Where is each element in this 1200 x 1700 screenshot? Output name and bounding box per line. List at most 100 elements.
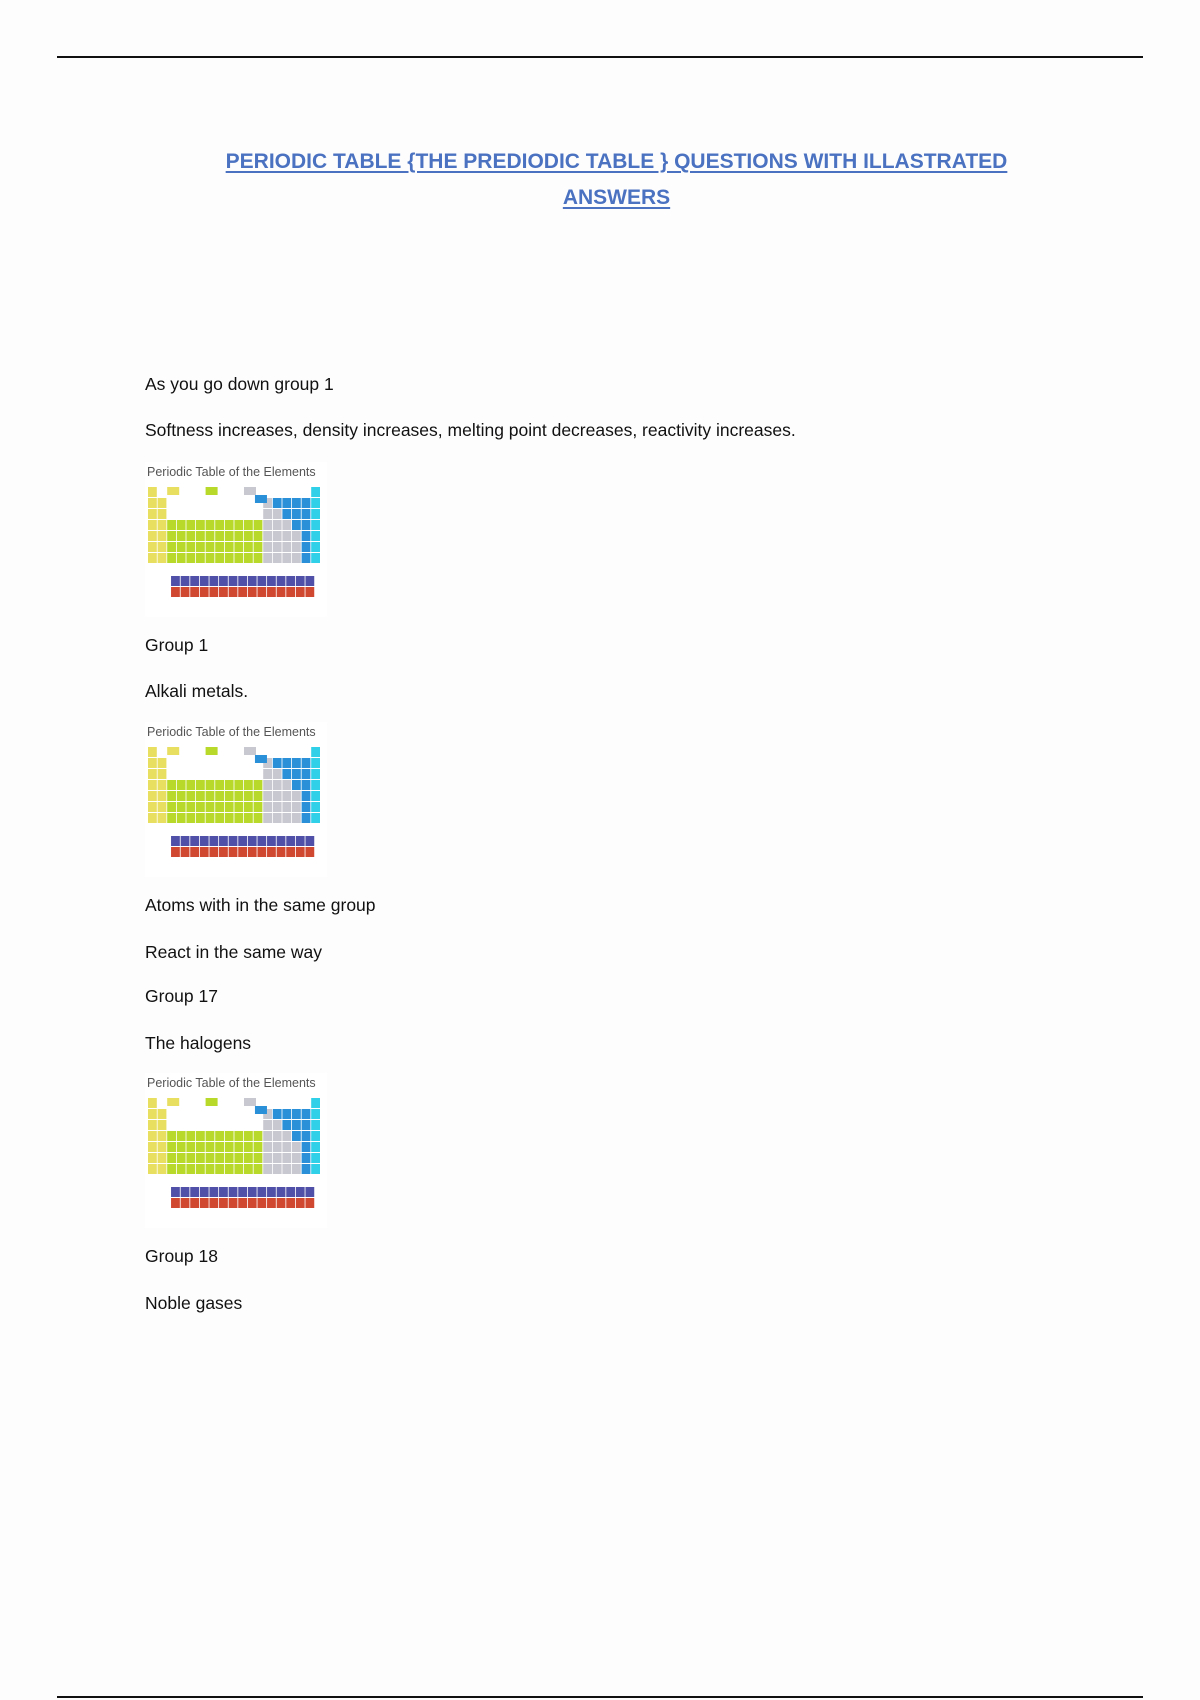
element-cell xyxy=(215,520,224,530)
element-cell xyxy=(247,836,257,846)
element-cell xyxy=(301,520,311,530)
element-cell xyxy=(196,802,205,812)
element-cell xyxy=(272,1120,282,1130)
element-cell xyxy=(311,509,320,519)
element-cell xyxy=(157,1153,167,1163)
element-cell xyxy=(301,531,311,541)
element-cell xyxy=(295,587,305,597)
element-cell xyxy=(215,780,224,790)
element-cell xyxy=(311,747,320,757)
element-cell xyxy=(167,531,176,541)
element-cell xyxy=(253,553,263,563)
element-cell xyxy=(148,1131,157,1141)
element-cell xyxy=(253,791,263,801)
element-cell xyxy=(219,836,228,846)
element-cell xyxy=(205,813,215,823)
element-cell xyxy=(167,520,176,530)
element-cell xyxy=(215,1164,224,1174)
element-cell xyxy=(157,1164,167,1174)
paragraph: React in the same way xyxy=(145,942,323,962)
element-cell xyxy=(282,813,292,823)
element-cell xyxy=(209,1198,219,1208)
element-cell xyxy=(272,1131,282,1141)
element-cell xyxy=(215,553,224,563)
figure-caption: Periodic Table of the Elements xyxy=(147,725,316,739)
element-cell xyxy=(247,587,257,597)
element-cell xyxy=(276,1198,286,1208)
element-cell xyxy=(219,587,228,597)
element-cell xyxy=(215,531,224,541)
element-cell xyxy=(148,531,157,541)
element-cell xyxy=(228,1187,238,1197)
element-cell xyxy=(282,791,292,801)
element-cell xyxy=(196,1164,205,1174)
element-cell xyxy=(244,553,253,563)
element-cell xyxy=(244,802,253,812)
element-cell xyxy=(311,813,320,823)
element-cell xyxy=(292,1109,301,1119)
element-cell xyxy=(244,1142,253,1152)
legend-swatch xyxy=(167,1098,180,1106)
element-cell xyxy=(292,802,301,812)
element-cell xyxy=(292,1164,301,1174)
element-cell xyxy=(282,1109,292,1119)
element-cell xyxy=(272,531,282,541)
element-cell xyxy=(196,1153,205,1163)
element-cell xyxy=(272,791,282,801)
element-cell xyxy=(190,576,200,586)
element-cell xyxy=(205,1131,215,1141)
element-cell xyxy=(196,1142,205,1152)
element-cell xyxy=(301,498,311,508)
element-cell xyxy=(171,576,180,586)
element-cell xyxy=(157,791,167,801)
paragraph: Group 17 xyxy=(145,986,218,1006)
periodic-table-image: Periodic Table of the Elements xyxy=(145,462,327,617)
legend-swatch xyxy=(244,747,256,755)
element-cell xyxy=(311,498,320,508)
element-cell xyxy=(311,1153,320,1163)
element-cell xyxy=(305,587,315,597)
element-cell xyxy=(186,1131,196,1141)
element-cell xyxy=(180,836,190,846)
element-cell xyxy=(272,1142,282,1152)
element-cell xyxy=(311,802,320,812)
element-cell xyxy=(244,813,253,823)
element-cell xyxy=(267,836,276,846)
header-rule xyxy=(57,56,1143,58)
element-cell xyxy=(157,553,167,563)
element-cell xyxy=(253,531,263,541)
element-cell xyxy=(272,520,282,530)
element-cell xyxy=(311,487,320,497)
element-cell xyxy=(244,542,253,552)
element-cell xyxy=(282,531,292,541)
element-cell xyxy=(295,1187,305,1197)
element-cell xyxy=(305,1198,315,1208)
element-cell xyxy=(186,1153,196,1163)
element-cell xyxy=(224,520,234,530)
element-cell xyxy=(167,1153,176,1163)
element-cell xyxy=(186,791,196,801)
element-cell xyxy=(267,587,276,597)
element-cell xyxy=(292,509,301,519)
figure-caption: Periodic Table of the Elements xyxy=(147,465,316,479)
element-cell xyxy=(205,1164,215,1174)
element-cell xyxy=(196,791,205,801)
element-cell xyxy=(186,1142,196,1152)
element-cell xyxy=(247,847,257,857)
element-cell xyxy=(176,1164,186,1174)
element-cell xyxy=(224,1131,234,1141)
document-title-line2: ANSWERS xyxy=(562,186,671,209)
element-cell xyxy=(282,1120,292,1130)
element-cell xyxy=(234,802,244,812)
element-cell xyxy=(244,780,253,790)
element-cell xyxy=(301,802,311,812)
element-cell xyxy=(282,1131,292,1141)
element-cell xyxy=(295,576,305,586)
element-cell xyxy=(186,520,196,530)
element-cell xyxy=(253,1164,263,1174)
legend-swatch xyxy=(205,747,218,755)
element-cell xyxy=(234,791,244,801)
paragraph: As you go down group 1 xyxy=(145,374,334,394)
element-cell xyxy=(263,780,272,790)
element-cell xyxy=(282,520,292,530)
